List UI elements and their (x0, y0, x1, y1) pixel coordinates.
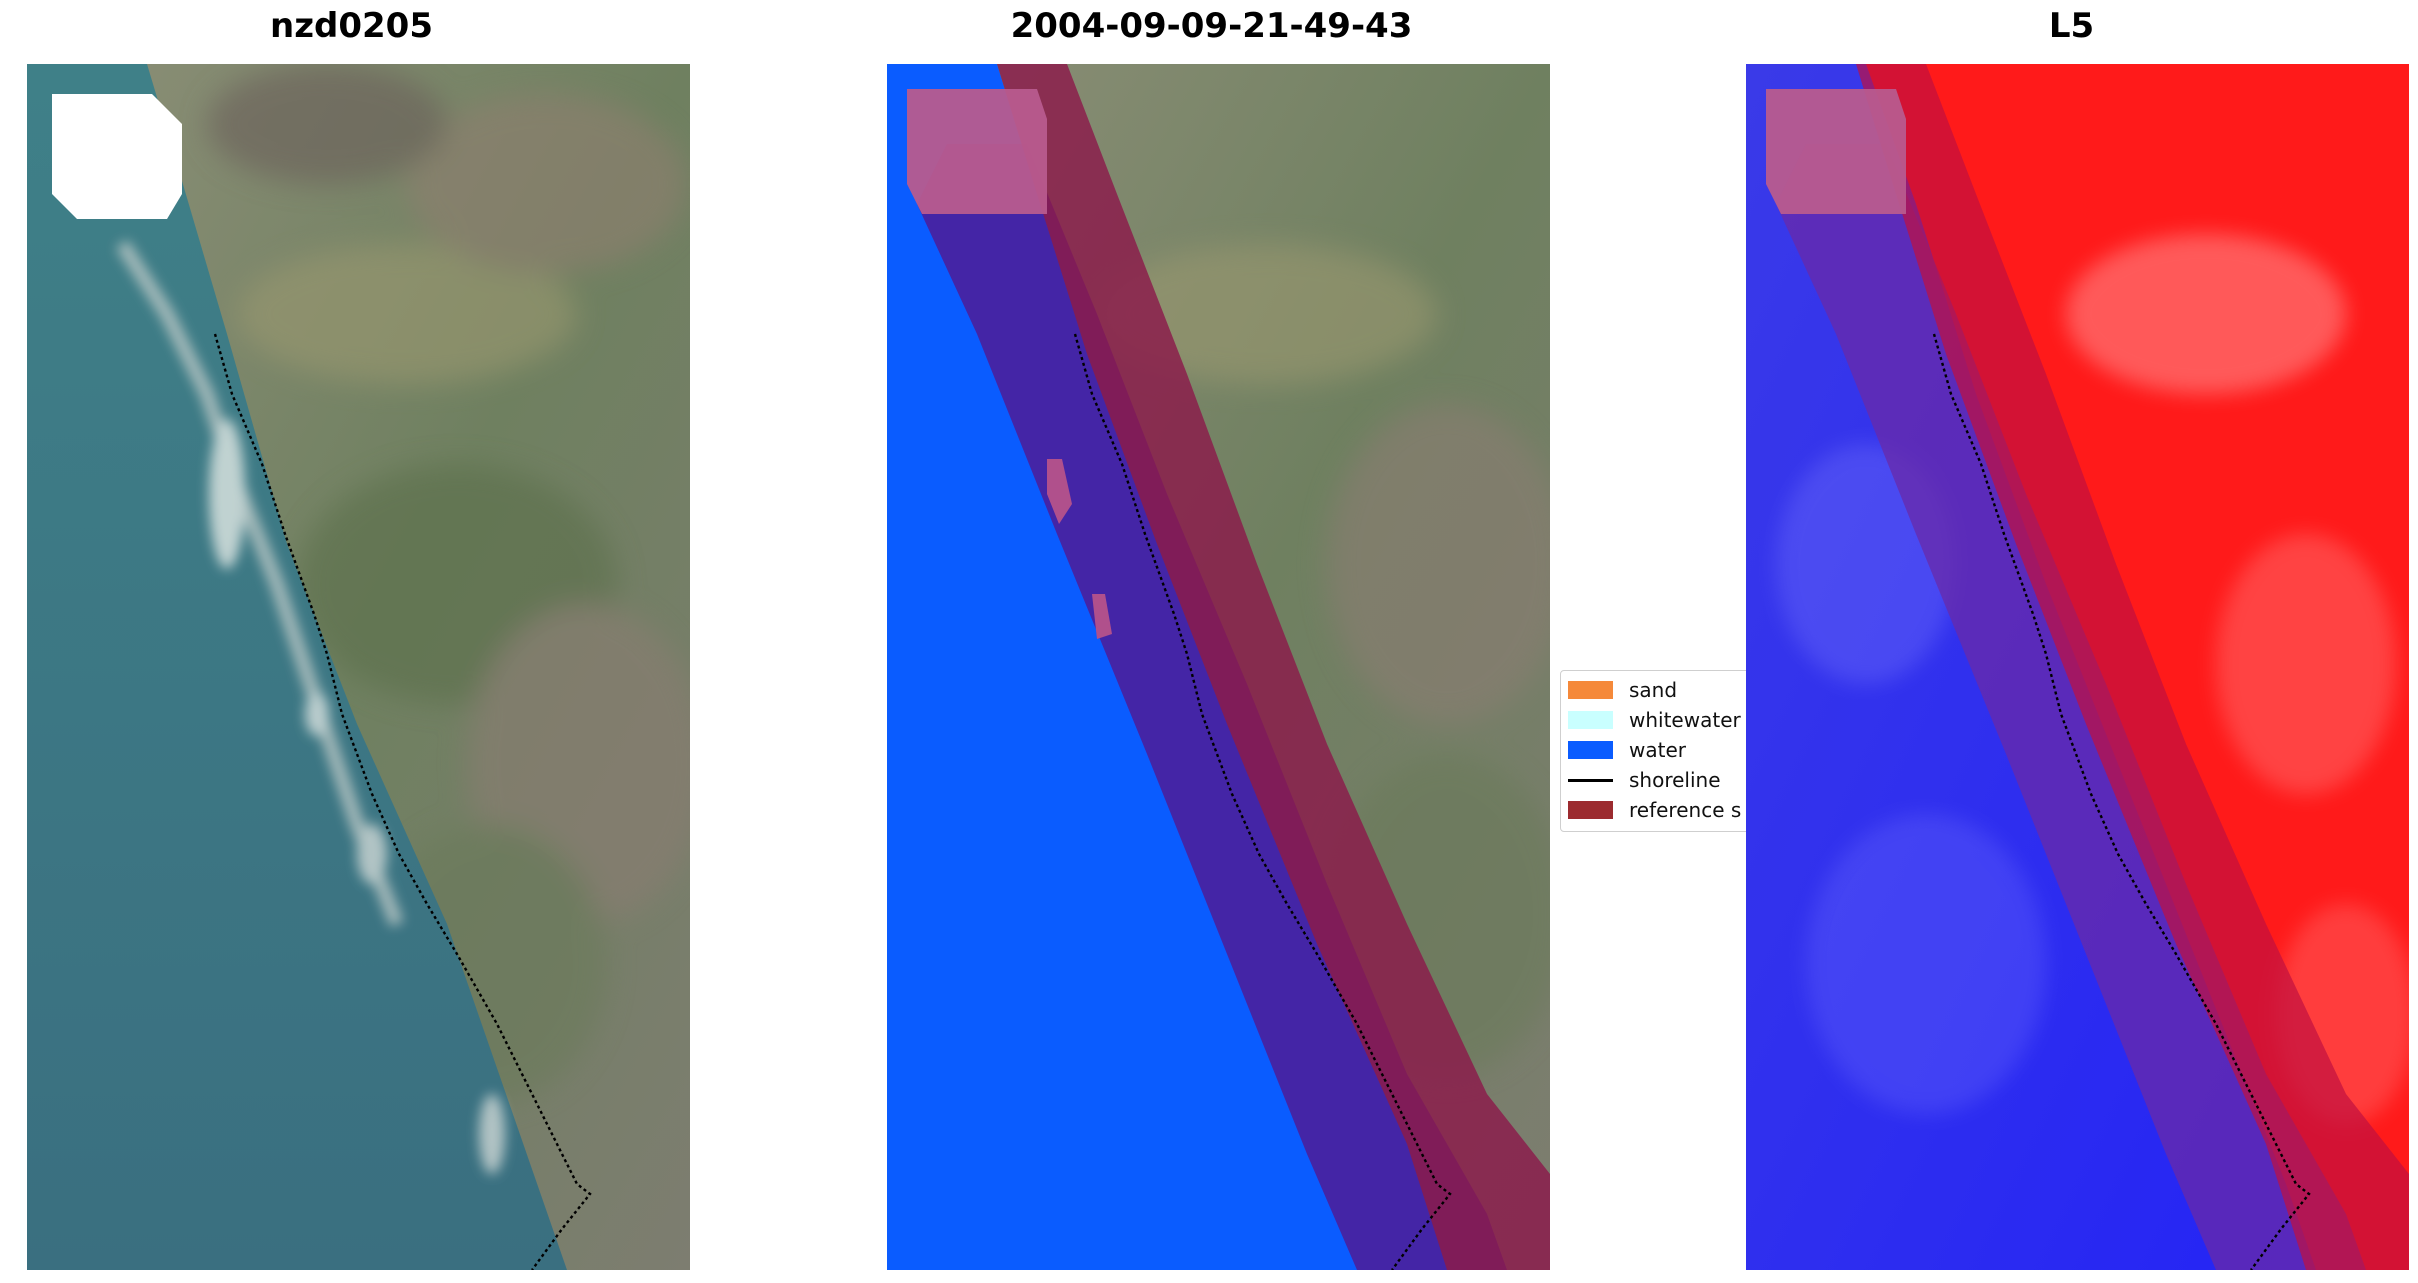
water-swatch (1568, 741, 1613, 759)
legend-item-water: water (1561, 737, 1686, 763)
reference-swatch (1568, 801, 1613, 819)
panel-title-rgb: nzd0205 (270, 6, 433, 46)
shoreline-rgb (213, 333, 592, 1270)
panel-title-classified: 2004-09-09-21-49-43 (1010, 6, 1413, 46)
rgb-satellite-image (27, 64, 690, 1270)
reference-buffer-over-land (997, 64, 1550, 1270)
classified-image (887, 64, 1550, 1270)
sand-swatch (1568, 681, 1613, 699)
legend-item-reference: reference s (1561, 797, 1741, 823)
shoreline-classified (1073, 333, 1452, 1270)
panel-title-index: L5 (2048, 6, 2095, 46)
legend-item-sand: sand (1561, 677, 1677, 703)
legend: sand whitewater water shoreline referenc… (1560, 670, 1752, 832)
shoreline-index (1932, 333, 2311, 1270)
rgb-image-panel (27, 64, 690, 1270)
legend-item-whitewater: whitewater (1561, 707, 1741, 733)
index-image (1746, 64, 2409, 1270)
shoreline-line-swatch (1568, 778, 1613, 782)
whitewater-swatch (1568, 711, 1613, 729)
legend-item-shoreline: shoreline (1561, 767, 1721, 793)
classified-image-panel (887, 64, 1550, 1270)
index-image-panel (1746, 64, 2409, 1270)
